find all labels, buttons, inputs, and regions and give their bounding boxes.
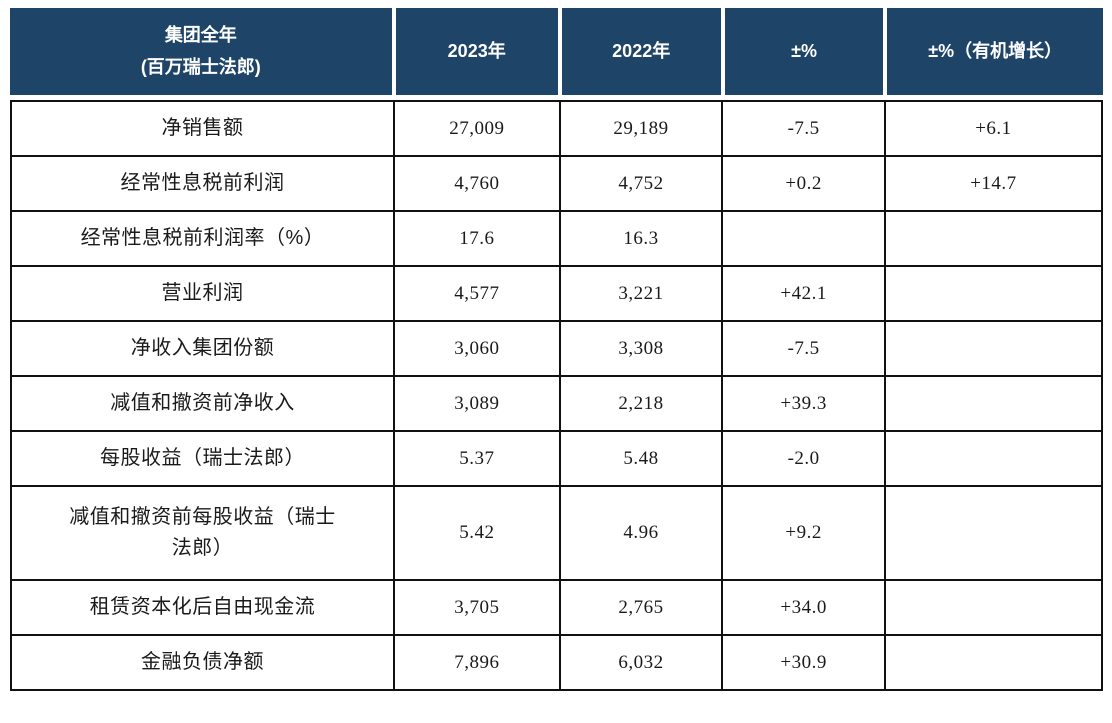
cell-value-2023: 27,009 bbox=[394, 102, 561, 157]
header-cell-2022: 2022年 bbox=[559, 8, 723, 95]
cell-value-2023: 4,760 bbox=[394, 157, 561, 212]
cell-pct-change: +34.0 bbox=[723, 581, 886, 636]
cell-value-2022: 5.48 bbox=[560, 432, 724, 487]
cell-pct-organic-growth: +6.1 bbox=[885, 102, 1103, 157]
table-row: 经常性息税前利润 4,760 4,752 +0.2 +14.7 bbox=[10, 157, 1103, 212]
table-row: 减值和撤资前净收入 3,089 2,218 +39.3 bbox=[10, 377, 1103, 432]
header-cell-2023: 2023年 bbox=[393, 8, 560, 95]
cell-pct-change: -7.5 bbox=[723, 102, 886, 157]
cell-row-label: 净收入集团份额 bbox=[12, 322, 395, 377]
table-row: 净收入集团份额 3,060 3,308 -7.5 bbox=[10, 322, 1103, 377]
cell-value-2023: 5.42 bbox=[394, 487, 561, 581]
cell-value-2022: 16.3 bbox=[560, 212, 724, 267]
cell-pct-change: +42.1 bbox=[723, 267, 886, 322]
header-cell-pct-change: ±% bbox=[722, 8, 886, 95]
cell-value-2023: 5.37 bbox=[394, 432, 561, 487]
header-cell-group-title: 集团全年 (百万瑞士法郎) bbox=[10, 8, 394, 95]
table-body: 净销售额 27,009 29,189 -7.5 +6.1 经常性息税前利润 4,760 4,7… bbox=[10, 100, 1103, 691]
header-title-line1: 集团全年 bbox=[164, 25, 237, 45]
cell-value-2022: 29,189 bbox=[560, 102, 724, 157]
cell-pct-organic-growth bbox=[885, 487, 1103, 581]
table-row: 经常性息税前利润率（%） 17.6 16.3 bbox=[10, 212, 1103, 267]
table-row: 租赁资本化后自由现金流 3,705 2,765 +34.0 bbox=[10, 581, 1103, 636]
cell-pct-change: +39.3 bbox=[723, 377, 886, 432]
cell-pct-organic-growth bbox=[885, 377, 1103, 432]
table-row: 营业利润 4,577 3,221 +42.1 bbox=[10, 267, 1103, 322]
cell-value-2022: 4,752 bbox=[560, 157, 724, 212]
cell-pct-organic-growth bbox=[885, 267, 1103, 322]
cell-value-2022: 4.96 bbox=[560, 487, 724, 581]
cell-value-2023: 3,089 bbox=[394, 377, 561, 432]
cell-value-2023: 3,060 bbox=[394, 322, 561, 377]
cell-value-2022: 2,218 bbox=[560, 377, 724, 432]
page: 集团全年 (百万瑞士法郎) 2023年 2022年 ±% ±%（有机增长） 净销… bbox=[0, 8, 1112, 723]
cell-row-label: 减值和撤资前每股收益（瑞士法郎） bbox=[12, 487, 395, 581]
cell-pct-organic-growth bbox=[885, 432, 1103, 487]
table-row: 减值和撤资前每股收益（瑞士法郎） 5.42 4.96 +9.2 bbox=[10, 487, 1103, 581]
cell-pct-change: -2.0 bbox=[723, 432, 886, 487]
cell-value-2023: 4,577 bbox=[394, 267, 561, 322]
cell-pct-change: +30.9 bbox=[723, 636, 886, 691]
header-cell-pct-organic-growth: ±%（有机增长） bbox=[885, 8, 1103, 95]
cell-pct-organic-growth bbox=[885, 581, 1103, 636]
cell-value-2023: 7,896 bbox=[394, 636, 561, 691]
table-row: 每股收益（瑞士法郎） 5.37 5.48 -2.0 bbox=[10, 432, 1103, 487]
cell-pct-change: +0.2 bbox=[723, 157, 886, 212]
cell-value-2022: 6,032 bbox=[560, 636, 724, 691]
cell-value-2022: 3,221 bbox=[560, 267, 724, 322]
table-header-row: 集团全年 (百万瑞士法郎) 2023年 2022年 ±% ±%（有机增长） bbox=[10, 8, 1103, 95]
cell-pct-change: +9.2 bbox=[723, 487, 886, 581]
cell-value-2023: 17.6 bbox=[394, 212, 561, 267]
cell-row-label: 每股收益（瑞士法郎） bbox=[12, 432, 395, 487]
cell-row-label: 净销售额 bbox=[12, 102, 395, 157]
cell-pct-organic-growth: +14.7 bbox=[885, 157, 1103, 212]
cell-pct-change: -7.5 bbox=[723, 322, 886, 377]
financial-summary-table: 集团全年 (百万瑞士法郎) 2023年 2022年 ±% ±%（有机增长） 净销… bbox=[10, 8, 1103, 691]
cell-value-2022: 2,765 bbox=[560, 581, 724, 636]
cell-pct-organic-growth bbox=[885, 212, 1103, 267]
cell-row-label: 营业利润 bbox=[12, 267, 395, 322]
table-row: 净销售额 27,009 29,189 -7.5 +6.1 bbox=[10, 102, 1103, 157]
cell-pct-change bbox=[723, 212, 886, 267]
cell-row-label: 金融负债净额 bbox=[12, 636, 395, 691]
header-title-line2: (百万瑞士法郎) bbox=[140, 56, 261, 77]
cell-pct-organic-growth bbox=[885, 636, 1103, 691]
cell-row-label: 租赁资本化后自由现金流 bbox=[12, 581, 395, 636]
cell-value-2023: 3,705 bbox=[394, 581, 561, 636]
cell-pct-organic-growth bbox=[885, 322, 1103, 377]
cell-row-label: 经常性息税前利润率（%） bbox=[12, 212, 395, 267]
cell-value-2022: 3,308 bbox=[560, 322, 724, 377]
cell-row-label: 减值和撤资前净收入 bbox=[12, 377, 395, 432]
cell-row-label: 经常性息税前利润 bbox=[12, 157, 395, 212]
table-row: 金融负债净额 7,896 6,032 +30.9 bbox=[10, 636, 1103, 691]
